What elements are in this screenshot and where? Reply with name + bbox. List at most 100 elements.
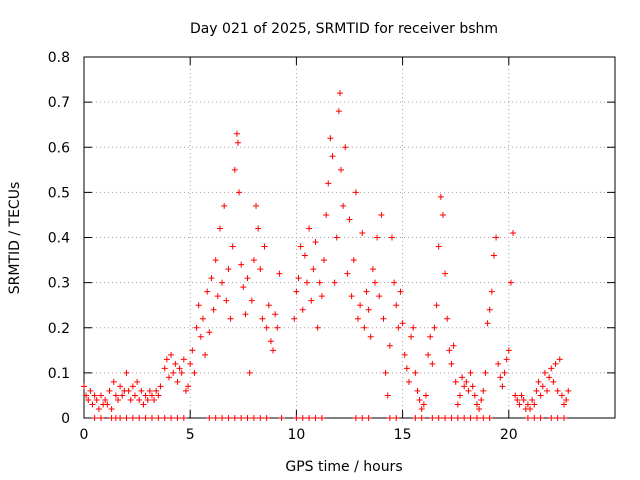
- data-point: [344, 270, 351, 277]
- data-point: [435, 243, 442, 250]
- data-point: [253, 202, 260, 209]
- data-point: [125, 387, 132, 394]
- data-point: [418, 415, 425, 421]
- data-point: [463, 378, 470, 385]
- data-point: [250, 257, 257, 264]
- data-point: [214, 293, 221, 300]
- data-point: [550, 378, 557, 385]
- y-tick-label: 0.2: [48, 321, 70, 337]
- data-point: [304, 279, 311, 286]
- data-point: [119, 392, 126, 399]
- data-point: [206, 415, 213, 421]
- data-point: [465, 387, 472, 394]
- data-point: [221, 202, 228, 209]
- data-point: [263, 415, 270, 421]
- data-point: [497, 374, 504, 381]
- data-point: [325, 180, 332, 187]
- data-point: [450, 342, 457, 349]
- data-point: [146, 387, 153, 394]
- data-point: [261, 243, 268, 250]
- data-point: [378, 211, 385, 218]
- data-point: [467, 415, 474, 421]
- data-point: [204, 288, 211, 295]
- data-point: [93, 396, 100, 403]
- data-point: [386, 415, 393, 421]
- data-point: [248, 297, 255, 304]
- data-point: [212, 257, 219, 264]
- data-point: [484, 320, 491, 327]
- data-point: [231, 166, 238, 173]
- data-point: [520, 396, 527, 403]
- data-point: [270, 347, 277, 354]
- data-point: [234, 139, 241, 146]
- data-point: [212, 415, 219, 421]
- data-point: [393, 415, 400, 421]
- data-point: [565, 387, 572, 394]
- data-point: [397, 288, 404, 295]
- data-point: [148, 415, 155, 421]
- data-point: [439, 211, 446, 218]
- data-point: [117, 415, 124, 421]
- data-point: [480, 387, 487, 394]
- data-point: [168, 415, 175, 421]
- data-point: [255, 225, 262, 232]
- data-point: [342, 144, 349, 151]
- data-point: [348, 293, 355, 300]
- data-point: [321, 257, 328, 264]
- data-point: [127, 396, 134, 403]
- data-point: [318, 293, 325, 300]
- data-point: [276, 270, 283, 277]
- data-point: [510, 229, 517, 236]
- data-point: [493, 234, 500, 241]
- data-point: [480, 415, 487, 421]
- data-point: [306, 225, 313, 232]
- data-point: [227, 315, 234, 322]
- data-points: [81, 90, 572, 421]
- data-point: [418, 405, 425, 412]
- data-point: [505, 347, 512, 354]
- data-point: [267, 338, 274, 345]
- data-point: [405, 378, 412, 385]
- data-point: [473, 401, 480, 408]
- data-point: [172, 360, 179, 367]
- data-point: [165, 374, 172, 381]
- data-point: [182, 387, 189, 394]
- data-point: [371, 279, 378, 286]
- data-point: [401, 351, 408, 358]
- data-point: [323, 211, 330, 218]
- data-point: [327, 135, 334, 142]
- data-point: [208, 275, 215, 282]
- data-point: [454, 415, 461, 421]
- data-point: [310, 266, 317, 273]
- data-point: [136, 396, 143, 403]
- data-point: [558, 392, 565, 399]
- data-point: [469, 383, 476, 390]
- data-point: [561, 415, 568, 421]
- data-point: [151, 396, 158, 403]
- data-point: [231, 415, 238, 421]
- data-point: [516, 401, 523, 408]
- data-point: [422, 392, 429, 399]
- data-point: [223, 297, 230, 304]
- data-point: [467, 369, 474, 376]
- y-tick-label: 0.7: [48, 95, 70, 111]
- x-axis-label: GPS time / hours: [285, 459, 402, 475]
- data-point: [129, 415, 136, 421]
- data-point: [174, 378, 181, 385]
- data-point: [187, 360, 194, 367]
- data-point: [563, 396, 570, 403]
- data-point: [134, 378, 141, 385]
- data-point: [123, 369, 130, 376]
- data-point: [541, 369, 548, 376]
- data-point: [367, 333, 374, 340]
- data-point: [512, 392, 519, 399]
- data-point: [435, 415, 442, 421]
- data-point: [199, 315, 206, 322]
- data-point: [265, 302, 272, 309]
- data-point: [444, 315, 451, 322]
- data-point: [431, 324, 438, 331]
- data-point: [308, 297, 315, 304]
- data-point: [544, 387, 551, 394]
- data-point: [478, 396, 485, 403]
